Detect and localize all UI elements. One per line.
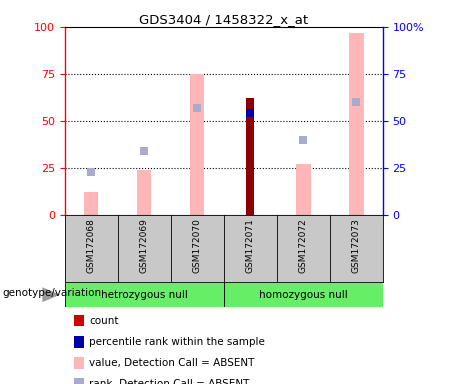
Text: value, Detection Call = ABSENT: value, Detection Call = ABSENT xyxy=(89,358,255,368)
Text: GSM172071: GSM172071 xyxy=(246,218,254,273)
Text: rank, Detection Call = ABSENT: rank, Detection Call = ABSENT xyxy=(89,379,250,384)
Text: count: count xyxy=(89,316,119,326)
Bar xyxy=(296,164,311,215)
Polygon shape xyxy=(42,287,60,302)
Bar xyxy=(349,33,364,215)
Bar xyxy=(246,98,254,215)
Text: GSM172070: GSM172070 xyxy=(193,218,201,273)
Text: percentile rank within the sample: percentile rank within the sample xyxy=(89,337,266,347)
Bar xyxy=(224,282,383,307)
Text: genotype/variation: genotype/variation xyxy=(2,288,101,298)
Bar xyxy=(83,192,99,215)
Text: hetrozygous null: hetrozygous null xyxy=(100,290,188,300)
Text: homozygous null: homozygous null xyxy=(259,290,348,300)
Text: GSM172072: GSM172072 xyxy=(299,218,307,273)
Title: GDS3404 / 1458322_x_at: GDS3404 / 1458322_x_at xyxy=(139,13,308,26)
Bar xyxy=(189,74,205,215)
Bar xyxy=(136,170,152,215)
Text: GSM172069: GSM172069 xyxy=(140,218,148,273)
Text: GSM172073: GSM172073 xyxy=(352,218,361,273)
Text: GSM172068: GSM172068 xyxy=(87,218,95,273)
Bar xyxy=(65,282,224,307)
